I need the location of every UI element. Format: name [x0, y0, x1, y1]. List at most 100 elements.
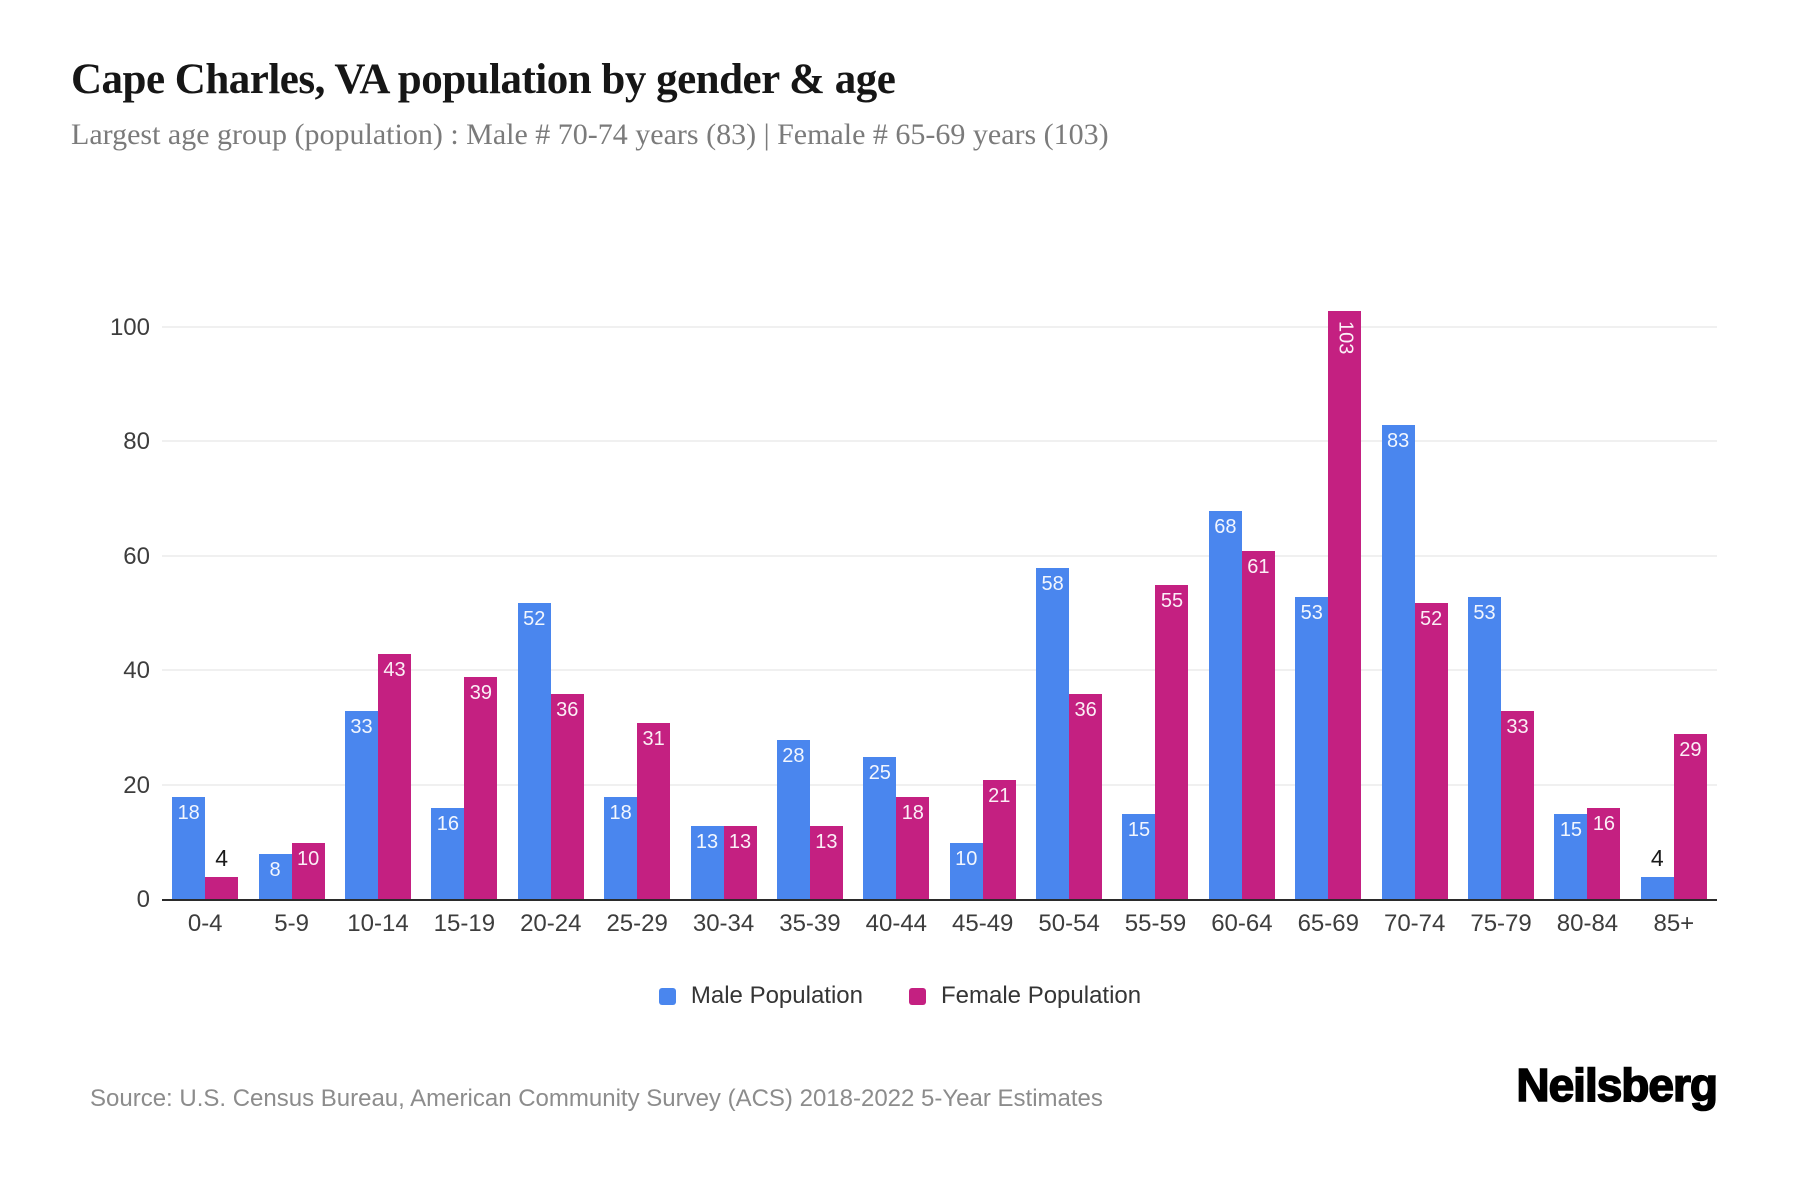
- x-tick-20-24: 20-24: [520, 910, 582, 937]
- bar-value-label: 55: [1160, 590, 1184, 613]
- legend-label: Male Population: [690, 982, 863, 1009]
- bar-group-50-54: 58 36: [1026, 280, 1112, 900]
- x-axis-line: [162, 899, 1717, 901]
- bar-group-35-39: 28 13: [767, 280, 853, 900]
- x-tick-35-39: 35-39: [779, 910, 841, 937]
- bar-male-35-39: 28: [776, 739, 810, 900]
- bar-male-40-44: 25: [863, 757, 897, 900]
- bar-male-0-4: 18: [172, 797, 206, 900]
- x-tick-65-69: 65-69: [1297, 910, 1359, 937]
- chart-title: Cape Charles, VA population by gender & …: [71, 56, 896, 103]
- bar-groups: 18 4 8 10 33 43 16 39 52 36 18 31 13 13 28 13 25 18 10 21 58…: [162, 280, 1717, 900]
- bar-male-65-69: 53: [1295, 596, 1329, 900]
- bar-value-label: 29: [1679, 739, 1702, 762]
- x-tick-25-29: 25-29: [606, 910, 668, 937]
- bar-value-label: 21: [988, 784, 1011, 807]
- bar-female-20-24: 36: [550, 694, 584, 900]
- legend: Male Population Female Population: [0, 982, 1800, 1010]
- bar-male-60-64: 68: [1208, 511, 1242, 900]
- x-tick-70-74: 70-74: [1383, 910, 1446, 937]
- bar-female-75-79: 33: [1501, 711, 1535, 900]
- bar-group-10-14: 33 43: [335, 280, 421, 900]
- bar-female-5-9: 10: [291, 842, 325, 900]
- y-tick-80: 80: [123, 428, 150, 456]
- bar-female-25-29: 31: [637, 722, 671, 900]
- bar-female-15-19: 39: [464, 676, 498, 900]
- bar-value-label: 4: [1650, 845, 1664, 872]
- bar-value-label: 28: [782, 744, 805, 767]
- x-tick-60-64: 60-64: [1211, 910, 1273, 937]
- bar-value-label: 53: [1473, 601, 1496, 624]
- bar-value-label: 18: [901, 802, 924, 825]
- legend-swatch-male: [658, 987, 676, 1005]
- gridline-20: [162, 783, 1717, 786]
- plot-area: 18 4 8 10 33 43 16 39 52 36 18 31 13 13 28 13 25 18 10 21 58…: [162, 280, 1717, 901]
- bar-value-label: 58: [1041, 573, 1064, 596]
- bar-group-25-29: 18 31: [594, 280, 680, 900]
- x-tick-0-4: 0-4: [187, 910, 223, 937]
- bar-group-30-34: 13 13: [680, 280, 766, 900]
- bar-group-85+: 4 29: [1631, 280, 1717, 900]
- bar-value-label: 8: [269, 859, 281, 882]
- bar-male-30-34: 13: [690, 825, 724, 900]
- bar-male-45-49: 10: [949, 842, 983, 900]
- bar-value-label: 10: [955, 847, 978, 870]
- bar-group-55-59: 15 55: [1112, 280, 1198, 900]
- y-tick-20: 20: [123, 771, 150, 799]
- x-axis-ticks: 0-4 5-9 10-14 15-19 20-24 25-29 30-34 35-39 40-4…: [162, 910, 1717, 938]
- bar-male-70-74: 83: [1381, 425, 1415, 900]
- y-axis-ticks: 0 20 40 60 80 100: [58, 280, 150, 913]
- bar-value-label: 36: [1074, 699, 1097, 722]
- bar-value-label: 68: [1214, 516, 1237, 539]
- bar-male-80-84: 15: [1554, 814, 1588, 900]
- y-tick-0: 0: [136, 886, 150, 913]
- x-tick-30-34: 30-34: [692, 910, 755, 937]
- bar-male-15-19: 16: [431, 808, 465, 900]
- bar-group-0-4: 18 4: [162, 280, 248, 900]
- bar-male-5-9: 8: [258, 854, 292, 900]
- bar-value-label: 15: [1127, 819, 1151, 842]
- bar-value-label: 18: [609, 802, 632, 825]
- bar-group-5-9: 8 10: [248, 280, 334, 900]
- bar-group-15-19: 16 39: [421, 280, 507, 900]
- x-tick-75-79: 75-79: [1470, 910, 1532, 937]
- bar-group-75-79: 53 33: [1458, 280, 1544, 900]
- bar-female-80-84: 16: [1587, 808, 1621, 900]
- bar-value-label: 15: [1559, 819, 1583, 842]
- bar-male-55-59: 15: [1122, 814, 1156, 900]
- bar-female-45-49: 21: [982, 779, 1016, 900]
- bar-group-20-24: 52 36: [508, 280, 594, 900]
- bar-value-label: 61: [1247, 556, 1270, 579]
- bar-value-label: 4: [215, 845, 229, 872]
- x-tick-80-84: 80-84: [1556, 910, 1619, 937]
- legend-swatch-female: [909, 987, 926, 1005]
- bar-female-85+: 29: [1673, 734, 1707, 900]
- bar-female-55-59: 55: [1155, 585, 1189, 900]
- bar-value-label: 33: [1506, 716, 1529, 739]
- bar-male-25-29: 18: [604, 797, 638, 900]
- bar-female-70-74: 52: [1414, 602, 1448, 900]
- bar-value-label: 13: [728, 830, 752, 853]
- bar-male-75-79: 53: [1468, 596, 1502, 900]
- bar-value-label: 53: [1300, 601, 1323, 624]
- bar-male-20-24: 52: [517, 602, 551, 900]
- bar-value-label: 52: [523, 607, 546, 630]
- x-tick-45-49: 45-49: [952, 910, 1014, 937]
- x-tick-55-59: 55-59: [1124, 910, 1187, 937]
- bar-male-10-14: 33: [344, 711, 378, 900]
- bar-male-85+: 4: [1640, 845, 1674, 900]
- bar-group-65-69: 53 103: [1285, 280, 1371, 900]
- bar-group-40-44: 25 18: [853, 280, 939, 900]
- bar-group-80-84: 15 16: [1544, 280, 1630, 900]
- bar-group-45-49: 10 21: [940, 280, 1026, 900]
- bar-female-30-34: 13: [723, 825, 757, 900]
- bar-female-10-14: 43: [377, 654, 411, 900]
- bar-female-60-64: 61: [1241, 551, 1275, 900]
- bar-value-label: 13: [815, 830, 838, 853]
- bar-group-60-64: 68 61: [1199, 280, 1285, 900]
- bar-value-label: 43: [383, 659, 406, 682]
- chart-subtitle: Largest age group (population) : Male # …: [71, 118, 1109, 151]
- bar-value-label: 13: [695, 830, 719, 853]
- y-tick-60: 60: [123, 542, 150, 570]
